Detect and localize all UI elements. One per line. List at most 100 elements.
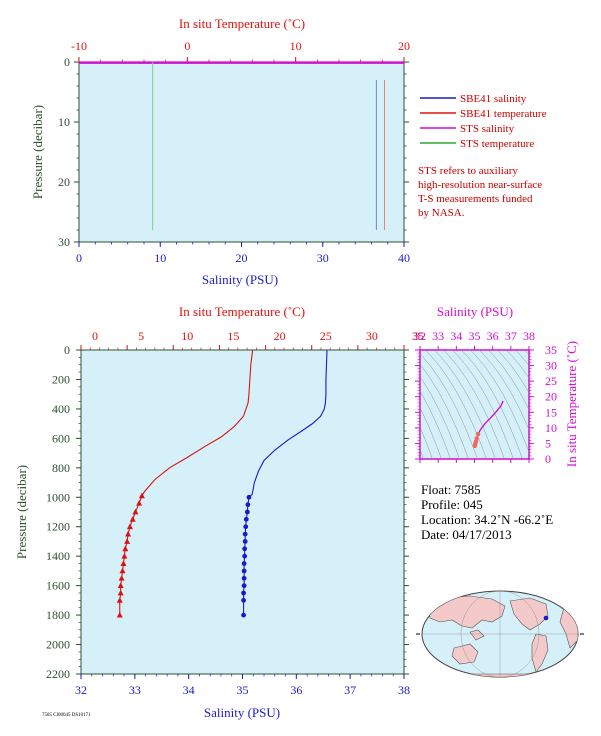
ts-density-contour <box>524 350 529 356</box>
temperature-sample-point <box>136 499 143 506</box>
bottom-panel-temperature-ticks: 0 5 10 15 20 25 30 35 <box>80 329 424 350</box>
legend-label-sbe41-temperature: SBE41 temperature <box>460 108 547 120</box>
top-pressure-tick-label: 0 <box>64 55 70 69</box>
legend-label-sts-temperature: STS temperature <box>460 138 534 150</box>
temperature-sample-point <box>116 611 123 618</box>
top-temperature-tick-label: 10 <box>290 39 302 53</box>
temperature-sample-point <box>117 582 124 589</box>
ts-density-contour <box>528 345 598 469</box>
ts-diagram-salinity-axis-title: Salinity (PSU) <box>437 304 513 319</box>
top-pressure-tick-label: 10 <box>58 115 70 129</box>
bottom-salinity-tick-label: 32 <box>75 683 87 697</box>
bottom-temperature-tick-label: 30 <box>366 329 378 343</box>
temperature-sample-point <box>118 575 125 581</box>
bottom-temperature-tick-label: 20 <box>274 329 286 343</box>
salinity-sample-point <box>241 597 246 603</box>
ts-curve-point <box>474 436 479 441</box>
ts-salinity-tick-label: 38 <box>523 329 535 343</box>
bottom-pressure-tick-label: 1400 <box>46 549 70 563</box>
top-temperature-tick-label: 20 <box>398 39 410 53</box>
bottom-pressure-tick-label: 2200 <box>46 667 70 681</box>
salinity-sample-point <box>241 583 247 589</box>
ts-diagram-series <box>472 400 504 449</box>
bottom-panel-series <box>116 349 328 618</box>
ts-temperature-tick-label: 25 <box>545 374 557 388</box>
bottom-salinity-tick-label: 35 <box>237 683 249 697</box>
ts-density-contour <box>470 350 529 453</box>
top-panel-x-axis-title: Salinity (PSU) <box>202 272 278 287</box>
ts-density-contour <box>461 350 523 459</box>
ts-salinity-tick-label: 35 <box>469 329 481 343</box>
top-salinity-tick-label: 0 <box>76 251 82 265</box>
legend-note-line-1: STS refers to auxiliary <box>418 165 518 177</box>
bottom-temperature-tick-label: 15 <box>227 329 239 343</box>
temperature-sample-point <box>126 523 133 530</box>
temperature-sample-point <box>138 492 145 499</box>
ts-density-contour <box>425 350 487 459</box>
top-salinity-tick-label: 30 <box>317 251 329 265</box>
bottom-pressure-tick-label: 1000 <box>46 490 70 504</box>
bottom-pressure-tick-label: 1800 <box>46 608 70 622</box>
top-temperature-tick-label: -10 <box>71 39 87 53</box>
map-southeast-asia <box>469 629 485 641</box>
top-pressure-tick-label: 20 <box>58 175 70 189</box>
profile-text: Profile: 045 <box>421 497 483 512</box>
salinity-sample-point <box>246 494 252 500</box>
legend-label-sts-salinity: STS salinity <box>460 123 515 135</box>
footer-id-text: 7585 Cl00045 DS10171 <box>42 713 91 718</box>
bottom-pressure-tick-label: 0 <box>64 343 70 357</box>
legend-label-sbe41-salinity: SBE41 salinity <box>460 93 527 105</box>
salinity-sample-point <box>243 524 249 530</box>
ts-density-contour <box>420 390 451 459</box>
ts-temperature-tick-label: 30 <box>545 359 557 373</box>
temperature-sample-point <box>117 589 124 596</box>
legend-note-line-3: T-S measurements funded <box>418 193 533 205</box>
temperature-sample-point <box>129 516 136 522</box>
ts-density-contour <box>420 363 469 459</box>
top-salinity-tick-label: 10 <box>154 251 166 265</box>
bottom-panel-x-axis-title: Salinity (PSU) <box>204 705 280 720</box>
bottom-pressure-tick-label: 1600 <box>46 579 70 593</box>
bottom-panel-temperature-axis-title: In situ Temperature (˚C) <box>179 304 305 319</box>
bottom-salinity-tick-label: 33 <box>129 683 141 697</box>
temperature-sample-point <box>116 597 123 603</box>
top-panel-temperature-ticks: -10 0 10 20 <box>71 39 410 62</box>
ts-salinity-tick-label: 34 <box>450 329 462 343</box>
bottom-panel-axis-ticks: 32 33 34 35 36 37 38 0 200 400 600 800 1000 1200 1400 1… <box>46 343 410 697</box>
temperature-sample-point <box>125 530 132 537</box>
ts-temperature-tick-label: 10 <box>545 421 557 435</box>
temperature-sample-point <box>124 538 131 544</box>
ts-density-contour <box>420 426 433 459</box>
ts-salinity-tick-label: 32 <box>414 329 426 343</box>
ts-density-contour <box>420 376 460 459</box>
ts-diagram-density-contours <box>420 345 598 469</box>
salinity-sample-point <box>242 531 248 537</box>
salinity-sample-point <box>243 516 249 522</box>
bottom-pressure-tick-label: 200 <box>52 372 70 386</box>
date-text: Date: 04/17/2013 <box>421 527 512 542</box>
temperature-sample-point <box>132 508 139 515</box>
salinity-sample-point <box>241 612 246 618</box>
top-panel-series <box>79 61 404 230</box>
bottom-pressure-tick-label: 1200 <box>46 520 70 534</box>
bottom-salinity-tick-label: 34 <box>183 683 195 697</box>
ts-density-contour <box>420 407 442 459</box>
salinity-sample-point <box>244 509 250 515</box>
map-australia <box>451 643 479 665</box>
ts-temperature-tick-label: 35 <box>545 343 557 357</box>
ts-curve-point <box>475 431 481 437</box>
float-location-marker <box>543 615 549 621</box>
top-pressure-tick-label: 30 <box>58 235 70 249</box>
top-panel-axis-ticks: 0 10 20 30 40 0 10 20 30 <box>58 55 410 265</box>
ts-density-contour <box>452 350 514 459</box>
ts-density-contour <box>479 350 529 430</box>
bottom-pressure-tick-label: 600 <box>52 431 70 445</box>
temperature-sample-point <box>121 552 128 559</box>
bottom-temperature-tick-label: 5 <box>138 329 144 343</box>
ts-temperature-tick-label: 20 <box>545 390 557 404</box>
top-salinity-tick-label: 40 <box>398 251 410 265</box>
salinity-sample-point <box>241 575 247 581</box>
ts-salinity-tick-label: 33 <box>432 329 444 343</box>
